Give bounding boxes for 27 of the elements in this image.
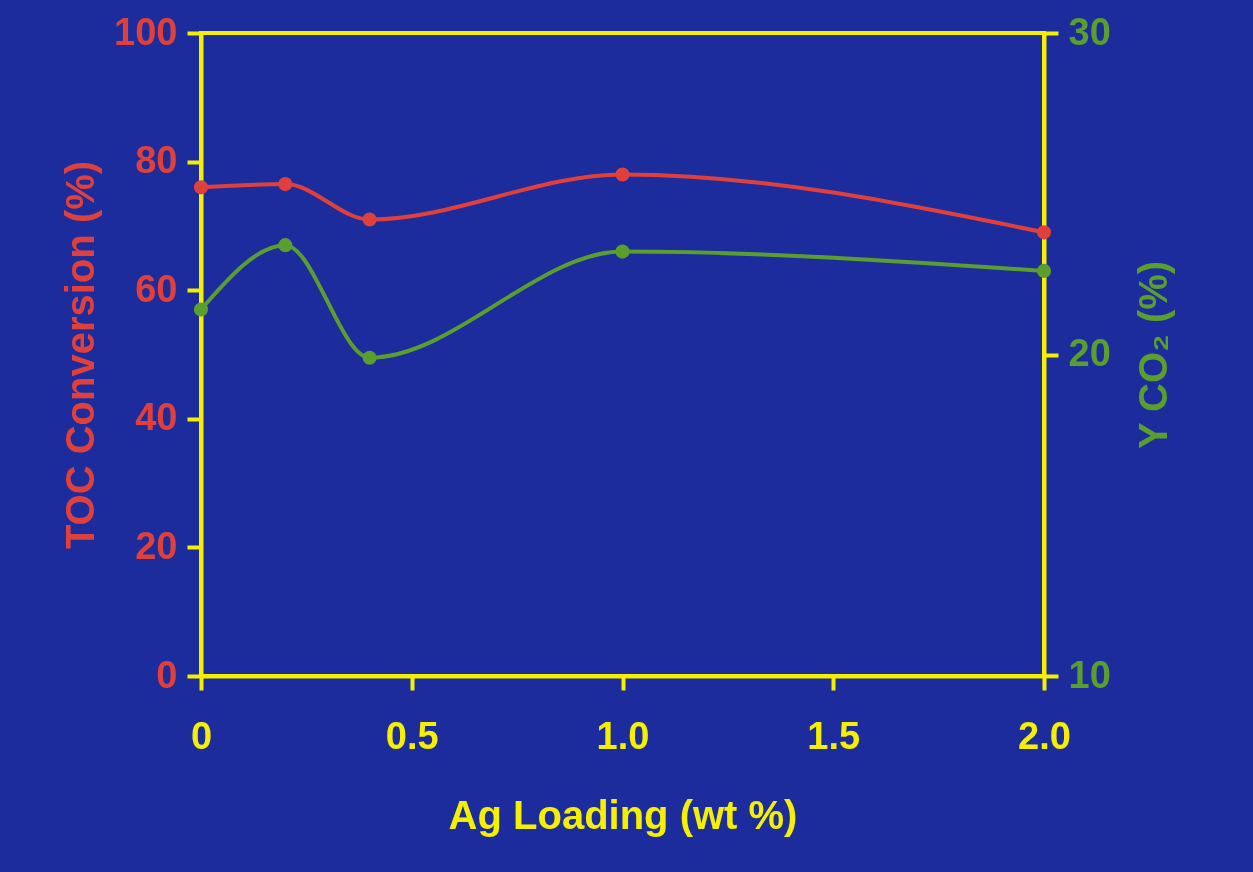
y-tick-label: 100 (114, 10, 178, 53)
point (362, 212, 377, 227)
x-tick-label: 0 (190, 714, 213, 757)
y-tick-label: 60 (135, 267, 178, 310)
point (193, 180, 209, 195)
x-tick-label: 1.0 (596, 714, 650, 757)
y2-tick-label: 30 (1068, 10, 1111, 53)
x-tick-label: 2.0 (1018, 714, 1071, 757)
point (615, 167, 630, 182)
y2-axis-title: Y CO₂ (%) (1130, 260, 1175, 450)
x-tick-label: 1.5 (807, 714, 861, 757)
y2-tick-label: 10 (1068, 653, 1111, 696)
point (1036, 225, 1052, 240)
y-tick-label: 80 (135, 139, 178, 182)
point (615, 244, 630, 259)
point (1036, 263, 1052, 278)
point (278, 177, 293, 192)
y-tick-label: 0 (156, 653, 178, 696)
point (278, 238, 293, 253)
y-tick-label: 20 (135, 524, 178, 567)
y2-tick-label: 20 (1068, 332, 1111, 374)
y-tick-label: 40 (135, 396, 178, 439)
point (193, 302, 209, 317)
x-axis-title: Ag Loading (wt %) (448, 792, 798, 837)
y-axis-title: TOC Conversion (%) (58, 160, 103, 550)
x-tick-label: 0.5 (385, 714, 439, 757)
point (362, 350, 377, 365)
